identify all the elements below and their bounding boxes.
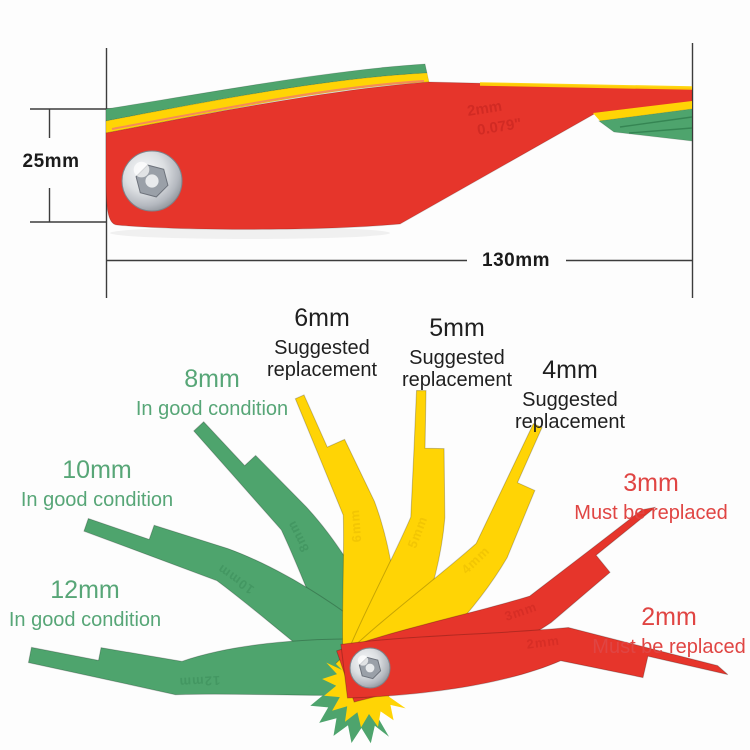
blade-embossing: 2mm [526, 633, 561, 652]
closed-yellow-tip-top [479, 82, 693, 90]
blade-2mm: 2mm [340, 627, 729, 699]
gauge-shadow [110, 227, 390, 239]
pivot-screw-side-view [121, 150, 183, 212]
blade-embossing: 12mm [178, 673, 220, 690]
closed-green-stack-lines [619, 116, 693, 134]
closed-red-ridge [111, 80, 425, 130]
pivot-screw [349, 647, 391, 689]
embossed-text: 2mm [466, 98, 503, 120]
screw-head [121, 150, 183, 212]
closed-green-tip-stack [597, 108, 693, 142]
blade-embossing: 6mm [347, 509, 364, 543]
closed-red-body [105, 81, 693, 230]
closed-yellow-tip-strip [593, 101, 692, 121]
embossed-text: 0.079" [476, 115, 523, 139]
